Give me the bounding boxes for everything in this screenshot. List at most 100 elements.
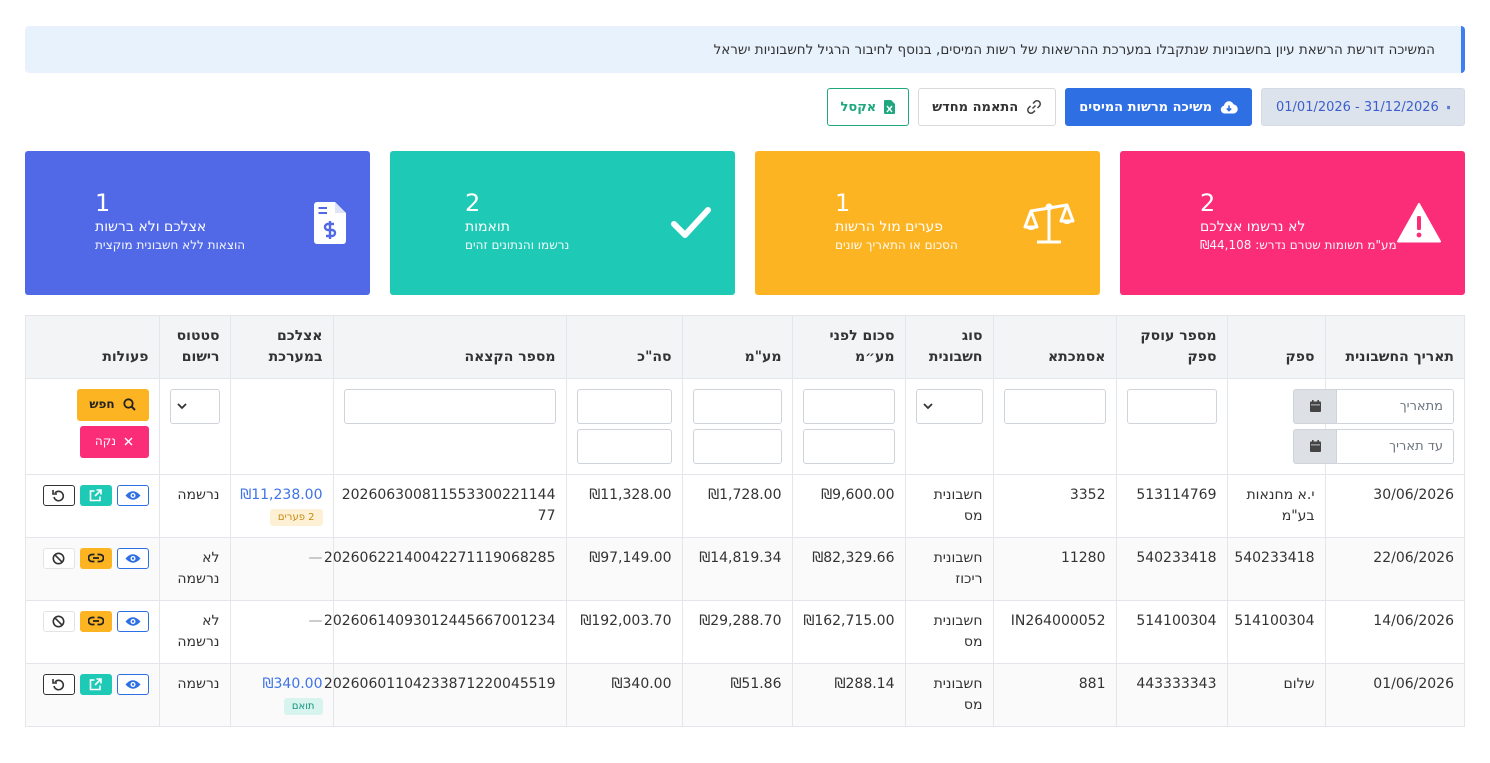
link-button[interactable] (79, 547, 112, 569)
in-system-amount-link[interactable]: ₪11,238.00 (240, 486, 323, 503)
link-icon (87, 616, 104, 626)
invoice-type-select[interactable] (915, 388, 983, 424)
view-button[interactable] (116, 547, 149, 569)
header-vat[interactable]: מע"מ (681, 316, 792, 378)
header-total[interactable]: סה"כ (565, 316, 682, 378)
undo-button[interactable] (42, 484, 75, 506)
cell-status: לא נרשמה (158, 536, 230, 600)
empty-dash: — (308, 612, 323, 629)
ban-icon (52, 552, 65, 564)
in-system-amount-link[interactable]: ₪340.00 (262, 675, 323, 692)
link-button[interactable] (79, 610, 112, 632)
cell-in-system: ₪11,238.00 2 פערים (229, 473, 333, 537)
card-count: 1 (835, 189, 851, 217)
cell-total: ₪97,149.00 (565, 536, 682, 600)
cell-date: 14/06/2026 (1324, 599, 1464, 663)
close-icon (124, 437, 133, 446)
cell-supplier: י.א מחנאות בע"מ (1226, 473, 1325, 537)
clear-button[interactable]: נקה (79, 425, 149, 458)
date-from-filter[interactable]: מתאריך (1293, 388, 1454, 424)
view-button[interactable] (116, 610, 149, 632)
card-sub: הסכום או התאריך שונים (835, 238, 958, 252)
page: המשיכה דורשת הרשאת עיון בחשבוניות שנתקבל… (25, 26, 1465, 727)
date-to-input[interactable]: עד תאריך (1337, 428, 1454, 464)
total-max-filter[interactable] (576, 428, 672, 464)
cell-total: ₪192,003.70 (565, 599, 682, 663)
toolbar: 01/01/2026 - 31/12/2026 משיכה מרשות המיס… (25, 88, 1465, 126)
header-amount-before-vat[interactable]: סכום לפני מע״מ (791, 316, 905, 378)
card-sub: הוצאות ללא חשבונית מוקצית (95, 238, 246, 252)
allocation-filter[interactable] (343, 388, 556, 424)
view-button[interactable] (116, 484, 149, 506)
rematch-button[interactable]: התאמה מחדש (918, 88, 1057, 126)
cell-amount-before-vat: ₪82,329.66 (791, 536, 905, 600)
header-reference[interactable]: אסמכתא (992, 316, 1116, 378)
view-button[interactable] (116, 673, 149, 695)
card-sub: מע"מ תשומות שטרם נדרש: ₪44,108 (1200, 238, 1397, 252)
pull-from-tax-authority-button[interactable]: משיכה מרשות המיסים (1065, 88, 1252, 126)
card-count: 2 (1200, 189, 1216, 217)
header-status[interactable]: סטטוס רישום (158, 316, 230, 378)
link-icon (87, 553, 104, 563)
search-icon (123, 398, 136, 411)
date-range-button[interactable]: 01/01/2026 - 31/12/2026 (1261, 88, 1465, 126)
header-invoice-type[interactable]: סוג חשבונית (904, 316, 993, 378)
card-ours-only[interactable]: 1 אצלכם ולא ברשות הוצאות ללא חשבונית מוק… (25, 151, 370, 295)
excel-label: אקסל (840, 99, 877, 115)
header-date[interactable]: תאריך החשבונית (1324, 316, 1464, 378)
info-banner: המשיכה דורשת הרשאת עיון בחשבוניות שנתקבל… (25, 26, 1465, 73)
cell-date: 01/06/2026 (1324, 662, 1464, 726)
cell-supplier-id: 513114769 (1115, 473, 1227, 537)
card-count: 1 (95, 189, 111, 217)
open-external-button[interactable] (79, 484, 112, 506)
search-label: חפש (89, 397, 115, 411)
header-allocation[interactable]: מספר הקצאה (332, 316, 566, 378)
reference-filter[interactable] (1003, 388, 1106, 424)
cell-amount-before-vat: ₪9,600.00 (791, 473, 905, 537)
card-label: פערים מול הרשות (835, 219, 943, 235)
eye-icon (125, 490, 140, 500)
cloud-download-icon (1220, 101, 1238, 114)
date-from-input[interactable]: מתאריך (1337, 388, 1454, 424)
amount-before-vat-max-filter[interactable] (802, 428, 895, 464)
excel-export-button[interactable]: אקסל (826, 88, 910, 126)
ignore-button[interactable] (42, 547, 75, 569)
cell-invoice-type: חשבונית מס (904, 599, 993, 663)
total-min-filter[interactable] (576, 388, 672, 424)
ignore-button[interactable] (42, 610, 75, 632)
date-range-label: 01/01/2026 - 31/12/2026 (1276, 99, 1439, 115)
calendar-icon[interactable] (1293, 428, 1337, 464)
header-supplier-id[interactable]: מספר עוסק ספק (1115, 316, 1227, 378)
cell-actions (26, 536, 159, 600)
status-select[interactable] (169, 388, 220, 424)
card-gaps[interactable]: 1 פערים מול הרשות הסכום או התאריך שונים (755, 151, 1100, 295)
invoices-table: תאריך החשבונית ספק מספר עוסק ספק אסמכתא … (25, 315, 1465, 727)
cell-vat: ₪51.86 (681, 662, 792, 726)
undo-button[interactable] (42, 673, 75, 695)
cell-supplier-id: 443333343 (1115, 662, 1227, 726)
cell-supplier: 514100304 (1226, 599, 1325, 663)
cell-in-system: — (229, 599, 333, 663)
cell-vat: ₪14,819.34 (681, 536, 792, 600)
vat-max-filter[interactable] (692, 428, 782, 464)
search-button[interactable]: חפש (76, 388, 149, 421)
card-count: 2 (465, 189, 481, 217)
vat-min-filter[interactable] (692, 388, 782, 424)
match-badge: תואם (283, 697, 323, 715)
card-not-recorded[interactable]: 2 לא נרשמו אצלכם מע"מ תשומות שטרם נדרש: … (1120, 151, 1465, 295)
empty-dash: — (308, 549, 323, 566)
calendar-icon (1446, 105, 1450, 109)
card-matches[interactable]: 2 תואמות נרשמו והנתונים זהים (390, 151, 735, 295)
cell-invoice-type: חשבונית ריכוז (904, 536, 993, 600)
date-to-filter[interactable]: עד תאריך (1293, 428, 1454, 464)
table-row: 22/06/2026 540233418 540233418 11280 חשב… (26, 536, 1464, 600)
open-external-button[interactable] (79, 673, 112, 695)
table-row: 14/06/2026 514100304 514100304 IN2640000… (26, 599, 1464, 663)
amount-before-vat-min-filter[interactable] (802, 388, 895, 424)
header-in-system[interactable]: אצלכם במערכת (229, 316, 333, 378)
cell-status: נרשמה (158, 473, 230, 537)
cell-vat: ₪29,288.70 (681, 599, 792, 663)
supplier-id-filter[interactable] (1126, 388, 1217, 424)
calendar-icon[interactable] (1293, 388, 1337, 424)
header-supplier[interactable]: ספק (1226, 316, 1325, 378)
